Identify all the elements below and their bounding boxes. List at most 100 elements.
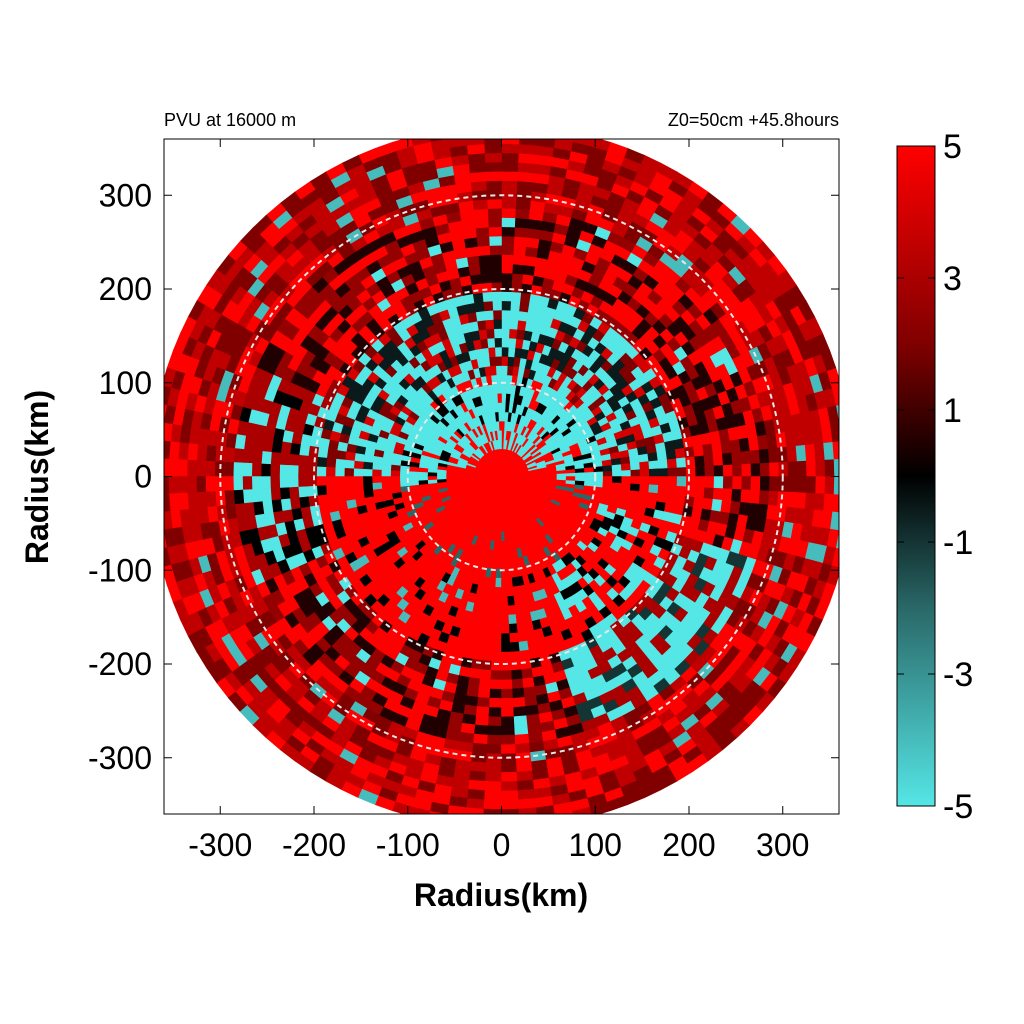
heatmap-cell [702, 442, 714, 456]
heatmap-cell [711, 441, 723, 455]
heatmap-cell [583, 480, 595, 487]
heatmap-cell [205, 476, 216, 493]
heatmap-cell [164, 422, 173, 443]
heatmap-cell [509, 309, 520, 321]
heatmap-cell [512, 245, 527, 256]
heatmap-cell [480, 660, 493, 671]
heatmap-cell [325, 457, 337, 469]
heatmap-cell [362, 468, 373, 477]
heatmap-cell [479, 604, 489, 615]
heatmap-cell [496, 559, 502, 570]
heatmap-cell [787, 460, 798, 477]
x-tick-label: 100 [569, 827, 622, 863]
heatmap-cell [537, 815, 556, 827]
heatmap-cell [335, 450, 347, 461]
heatmap-cell [535, 805, 556, 814]
heatmap-cell [493, 328, 502, 339]
heatmap-cell [501, 614, 510, 625]
heatmap-cell [488, 226, 502, 237]
chart-title-right: Z0=50cm +45.8hours [668, 110, 839, 130]
heatmap-cell [657, 484, 669, 495]
heatmap-cell [232, 462, 244, 477]
heatmap-cell [674, 447, 686, 459]
heatmap-cell [832, 440, 839, 460]
heatmap-cell [475, 715, 490, 727]
heatmap-cell [371, 476, 382, 484]
y-tick-label: -300 [88, 740, 152, 776]
heatmap-cell [482, 641, 494, 653]
heatmap-cell [693, 444, 705, 457]
heatmap-cell [704, 476, 715, 488]
heatmap-cell [363, 454, 374, 464]
heatmap-cell [224, 447, 235, 463]
heatmap-cell [535, 139, 556, 148]
heatmap-cell [517, 310, 528, 322]
heatmap-cell [722, 464, 734, 477]
heatmap-cell [288, 465, 299, 477]
heatmap-cell [815, 476, 826, 494]
heatmap-cell [517, 779, 535, 791]
heatmap-cell [196, 491, 208, 509]
heatmap-cell [485, 771, 502, 783]
colorbar-tick-label: 3 [943, 260, 962, 298]
heatmap-cell [516, 171, 534, 183]
heatmap-cell [620, 482, 632, 491]
heatmap-cell [334, 458, 346, 469]
heatmap-cell [475, 631, 486, 643]
heatmap-cell [649, 476, 660, 486]
heatmap-cell [485, 170, 502, 182]
heatmap-cell [693, 496, 705, 509]
heatmap-cell [512, 254, 526, 266]
heatmap-cell [814, 442, 826, 461]
heatmap-cell [795, 491, 807, 509]
heatmap-cell [480, 594, 490, 606]
heatmap-cell [489, 697, 502, 709]
heatmap-cell [769, 476, 780, 492]
heatmap-cell [487, 207, 502, 219]
heatmap-cell [484, 781, 502, 792]
heatmap-cell [501, 328, 510, 339]
heatmap-cell [260, 488, 272, 502]
heatmap-cell [501, 355, 509, 366]
heatmap-cell [168, 493, 180, 512]
heatmap-cell [713, 476, 724, 489]
heatmap-cell [224, 490, 235, 506]
heatmap-cell [488, 235, 502, 246]
heatmap-cell [467, 677, 481, 689]
heatmap-cell [711, 498, 723, 512]
y-tick-label: 0 [134, 459, 152, 495]
heatmap-cell [489, 244, 502, 256]
heatmap-cell [492, 624, 502, 635]
heatmap-cell [768, 490, 779, 506]
heatmap-cell [612, 469, 623, 477]
heatmap-cell [814, 492, 826, 511]
heatmap-cell [436, 472, 447, 477]
heatmap-cell [516, 180, 533, 192]
heatmap-cell [602, 476, 613, 483]
heatmap-cell [269, 464, 281, 477]
heatmap-cell [702, 497, 714, 511]
heatmap-cell [487, 725, 502, 736]
heatmap-cell [470, 761, 487, 773]
heatmap-cell [501, 300, 512, 311]
heatmap-cell [473, 208, 489, 220]
heatmap-cell [501, 198, 517, 209]
heatmap-cell [501, 281, 512, 293]
heatmap-cell [168, 441, 180, 460]
heatmap-cell [186, 476, 197, 494]
heatmap-cell [372, 455, 384, 465]
heatmap-cell [501, 420, 505, 431]
heatmap-cell [467, 264, 481, 276]
heatmap-cell [713, 464, 724, 477]
heatmap-cell [501, 559, 507, 570]
heatmap-cell [481, 650, 493, 662]
heatmap-cell [759, 476, 771, 491]
x-axis-title: Radius(km) [414, 877, 588, 913]
heatmap-cell [467, 789, 486, 801]
heatmap-cell [511, 678, 525, 690]
heatmap-cell [830, 422, 839, 443]
heatmap-cell [501, 707, 515, 718]
heatmap-cell [796, 460, 808, 477]
heatmap-cell [492, 318, 502, 329]
heatmap-cell [362, 476, 373, 485]
